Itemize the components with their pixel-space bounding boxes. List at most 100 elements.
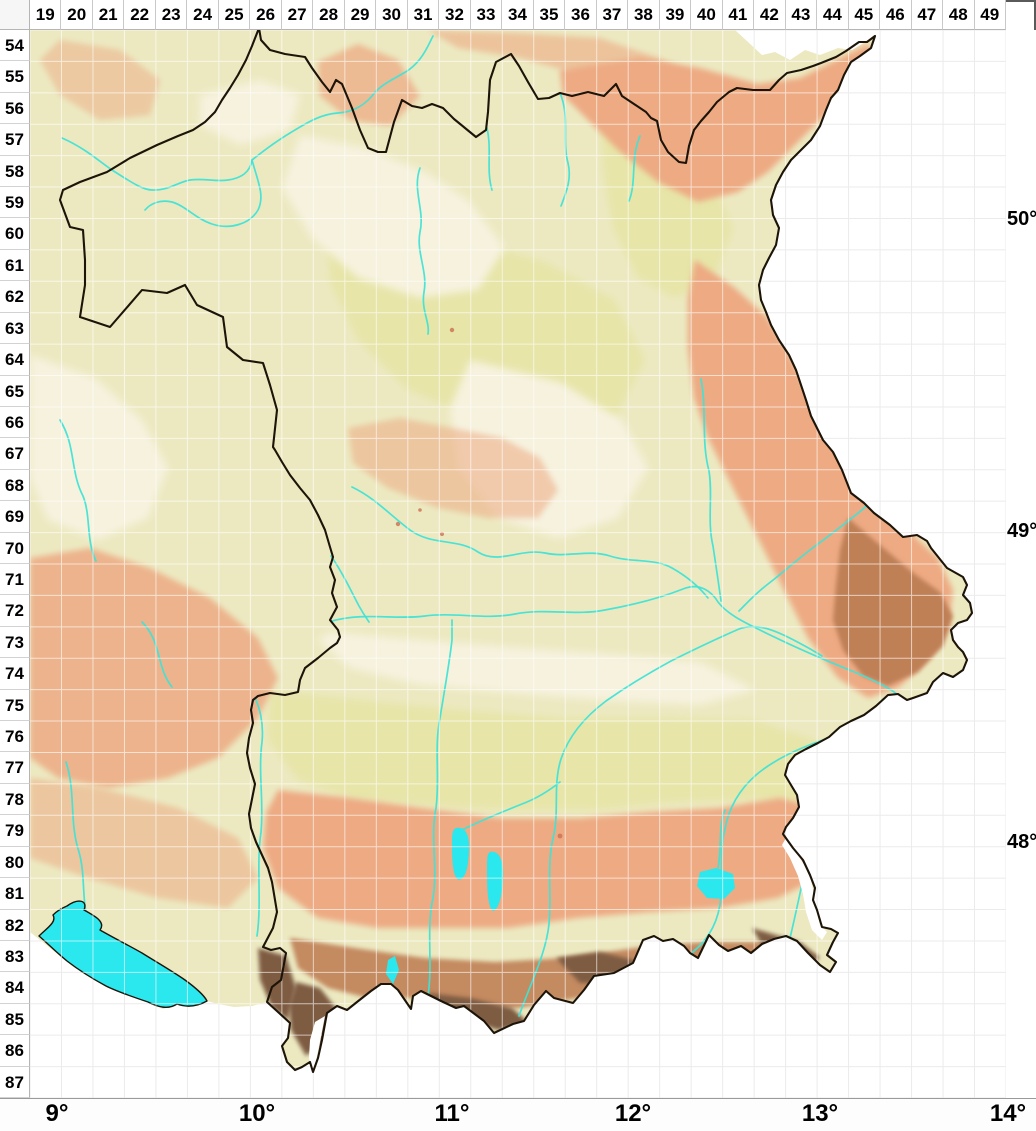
column-header-30: 30 [376,0,408,30]
longitude-footer [0,1098,1036,1131]
column-header-49: 49 [974,0,1006,30]
column-header-21: 21 [92,0,125,30]
lakes [386,827,735,984]
row-label-84: 84 [0,972,30,1004]
river-west-3 [141,621,173,688]
column-header-36: 36 [565,0,597,30]
row-label-67: 67 [0,438,30,470]
row-label-68: 68 [0,469,30,502]
nodata-salzburg-notch [782,838,827,940]
row-label-80: 80 [0,846,30,879]
lake-ammersee [452,827,470,880]
terrain-hill-allgaeu-west [30,778,258,908]
column-header-37: 37 [596,0,629,30]
longitude-label-13°: 13° [801,1100,839,1127]
row-label-76: 76 [0,721,30,753]
row-label-61: 61 [0,249,30,282]
row-label-55: 55 [0,61,30,93]
terrain-valley-west [30,355,168,540]
row-label-75: 75 [0,689,30,722]
row-label-66: 66 [0,406,30,439]
row-label-59: 59 [0,187,30,219]
row-label-70: 70 [0,532,30,564]
row-label-73: 73 [0,626,30,659]
row-label-57: 57 [0,124,30,156]
column-header-24: 24 [187,0,219,30]
terrain-alpine-wetterstein [428,993,530,1030]
column-header-42: 42 [754,0,786,30]
map-canvas [30,30,1006,1098]
terrain-hill-rhoen [318,44,420,126]
longitude-label-9°: 9° [45,1100,69,1127]
row-label-83: 83 [0,940,30,973]
column-header-48: 48 [943,0,975,30]
row-label-77: 77 [0,752,30,784]
grid-corner-cell [0,0,30,30]
column-header-31: 31 [407,0,440,30]
column-header-28: 28 [313,0,345,30]
row-label-71: 71 [0,564,30,596]
row-label-81: 81 [0,878,30,910]
row-label-86: 86 [0,1035,30,1067]
row-label-78: 78 [0,783,30,816]
latitude-label-49°: 49° [1007,520,1036,542]
column-header-47: 47 [911,0,944,30]
row-label-58: 58 [0,155,30,188]
column-header-35: 35 [533,0,566,30]
column-header-27: 27 [281,0,314,30]
column-header-40: 40 [691,0,723,30]
column-header-43: 43 [785,0,818,30]
river-iller [254,697,264,937]
row-label-54: 54 [0,30,30,62]
column-header-22: 22 [124,0,156,30]
column-header-33: 33 [470,0,503,30]
terrain-upland-forest-ridge [833,518,953,686]
river-white-main [486,127,493,191]
terrain-plain-south [268,690,838,810]
lake-forggensee [386,956,399,984]
column-header-20: 20 [61,0,93,30]
row-label-79: 79 [0,815,30,847]
lake-starnberger-see [487,851,504,911]
lake-chiemsee [697,868,735,899]
longitude-label-11°: 11° [434,1100,470,1127]
column-header-26: 26 [250,0,282,30]
row-label-63: 63 [0,312,30,345]
terrain-valley-danube [318,632,755,705]
latitude-margin [1006,30,1036,1098]
column-header-19: 19 [30,0,62,30]
column-header-38: 38 [628,0,660,30]
column-header-29: 29 [344,0,377,30]
longitude-label-12°: 12° [614,1100,652,1127]
row-label-64: 64 [0,344,30,376]
latitude-label-48°: 48° [1007,831,1036,853]
row-label-69: 69 [0,501,30,533]
river-regen [738,495,879,612]
river-woernitz [330,555,370,623]
column-header-44: 44 [817,0,849,30]
row-label-74: 74 [0,658,30,690]
river-naab [700,378,722,602]
longitude-label-10°: 10° [238,1100,276,1127]
latitude-label-50°: 50° [1007,208,1036,230]
column-header-45: 45 [848,0,881,30]
column-header-41: 41 [722,0,755,30]
river-eger [628,135,641,202]
terrain-hill-franconian-alb [348,418,558,518]
river-west-2 [65,761,90,923]
river-danube [331,585,905,701]
river-main-loop [144,159,262,228]
terrain-valley-main [282,135,505,298]
row-label-62: 62 [0,281,30,313]
column-header-39: 39 [659,0,692,30]
river-altmuehl [351,486,709,599]
terrain-hill-fichtelgebirge [560,44,878,202]
river-amper [461,781,561,831]
column-header-46: 46 [880,0,912,30]
row-label-87: 87 [0,1066,30,1098]
column-header-32: 32 [439,0,471,30]
bavaria-boundary [58,30,974,1074]
row-label-60: 60 [0,218,30,250]
